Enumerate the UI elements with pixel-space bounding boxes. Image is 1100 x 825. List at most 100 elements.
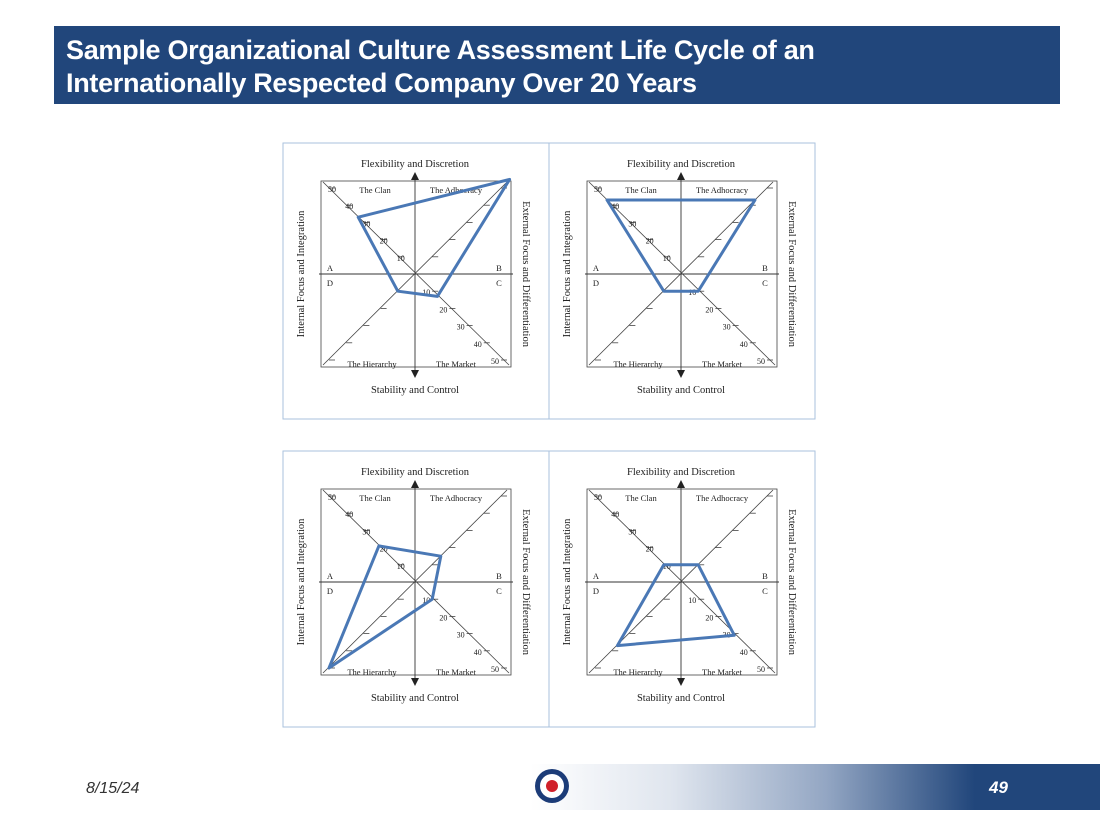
quadrant-label-clan: The Clan xyxy=(359,493,391,503)
arrow-down-icon xyxy=(677,678,685,686)
scale-label-market: 10 xyxy=(422,596,430,605)
diagonal-main xyxy=(322,489,510,674)
quadrant-label-hierarchy: The Hierarchy xyxy=(613,359,663,369)
scale-label-clan: 20 xyxy=(646,545,654,554)
quadrant-label-adhocracy: The Adhocracy xyxy=(696,493,749,503)
letter-d: D xyxy=(593,586,599,596)
scale-label-market: 50 xyxy=(757,665,765,674)
arrow-down-icon xyxy=(411,678,419,686)
scale-label-market: 20 xyxy=(705,613,713,622)
scale-label-clan: 30 xyxy=(362,219,370,228)
quadrant-label-market: The Market xyxy=(702,359,743,369)
diagonal-main xyxy=(588,489,776,674)
diagonal-anti xyxy=(588,181,774,366)
quadrant-label-clan: The Clan xyxy=(625,185,657,195)
scale-label-market: 10 xyxy=(688,288,696,297)
slide-title-line-2: Internationally Respected Company Over 2… xyxy=(66,68,697,98)
letter-a: A xyxy=(327,263,334,273)
footer-date: 8/15/24 xyxy=(86,780,140,797)
diagram-panel-1: 10 20 30 40 50 10 20 30 40 50 Flexibility and Disc… xyxy=(282,142,550,420)
quadrant-label-clan: The Clan xyxy=(625,493,657,503)
scale-label-market: 20 xyxy=(439,305,447,314)
scale-label-clan: 20 xyxy=(380,545,388,554)
slide-title-line-1: Sample Organizational Culture Assessment… xyxy=(66,35,815,65)
footer-bar xyxy=(530,764,1100,810)
diagonal-anti xyxy=(322,489,508,674)
scale-label-clan: 40 xyxy=(611,510,619,519)
quadrant-label-adhocracy: The Adhocracy xyxy=(696,185,749,195)
axis-label-bottom: Stability and Control xyxy=(637,693,725,704)
quadrant-label-hierarchy: The Hierarchy xyxy=(613,667,663,677)
letter-d: D xyxy=(327,586,333,596)
scale-label-clan: 40 xyxy=(345,202,353,211)
diagram-panel-3: 10 20 30 40 50 10 20 30 40 50 Flexibility and Disc… xyxy=(282,450,550,728)
letter-d: D xyxy=(593,278,599,288)
letter-b: B xyxy=(496,263,502,273)
quadrant-label-market: The Market xyxy=(702,667,743,677)
culture-profile-line xyxy=(356,177,512,298)
diagonal-main xyxy=(322,181,510,366)
scale-label-clan: 10 xyxy=(397,562,405,571)
scale-label-market: 30 xyxy=(457,631,465,640)
scale-label-market: 10 xyxy=(688,596,696,605)
panel-border xyxy=(548,450,816,728)
axis-label-right: External Focus and Differentiation xyxy=(786,201,797,348)
scale-label-clan: 50 xyxy=(328,185,336,194)
scale-label-clan: 40 xyxy=(611,202,619,211)
axis-label-right: External Focus and Differentiation xyxy=(520,201,531,348)
scale-label-market: 50 xyxy=(491,665,499,674)
letter-c: C xyxy=(496,586,502,596)
scale-label-clan: 20 xyxy=(380,237,388,246)
scale-label-market: 20 xyxy=(705,305,713,314)
arrow-up-icon xyxy=(411,172,419,180)
axis-label-top: Flexibility and Discretion xyxy=(627,467,736,478)
culture-profile-line xyxy=(615,563,736,648)
scale-label-market: 20 xyxy=(439,613,447,622)
arrow-up-icon xyxy=(677,172,685,180)
panel-border xyxy=(548,142,816,420)
culture-profile-line xyxy=(327,544,443,670)
scale-label-clan: 30 xyxy=(628,219,636,228)
scale-label-market: 50 xyxy=(757,357,765,366)
diagonal-anti xyxy=(322,181,508,366)
axis-label-right: External Focus and Differentiation xyxy=(786,509,797,656)
letter-d: D xyxy=(327,278,333,288)
panel-border xyxy=(282,450,550,728)
axis-label-left: Internal Focus and Integration xyxy=(296,518,307,646)
roundel-icon xyxy=(535,769,569,803)
letter-c: C xyxy=(496,278,502,288)
scale-label-clan: 50 xyxy=(594,185,602,194)
scale-label-market: 10 xyxy=(422,288,430,297)
letter-b: B xyxy=(496,571,502,581)
scale-label-market: 30 xyxy=(457,323,465,332)
scale-label-clan: 20 xyxy=(646,237,654,246)
scale-label-clan: 30 xyxy=(628,527,636,536)
axis-label-left: Internal Focus and Integration xyxy=(562,210,573,338)
scale-label-market: 40 xyxy=(740,648,748,657)
quadrant-label-hierarchy: The Hierarchy xyxy=(347,667,397,677)
scale-label-market: 40 xyxy=(474,340,482,349)
axis-label-bottom: Stability and Control xyxy=(371,693,459,704)
scale-label-market: 40 xyxy=(474,648,482,657)
axis-label-top: Flexibility and Discretion xyxy=(361,159,470,170)
letter-a: A xyxy=(593,571,600,581)
scale-label-clan: 10 xyxy=(663,254,671,263)
scale-label-clan: 50 xyxy=(594,493,602,502)
scale-label-market: 30 xyxy=(723,323,731,332)
quadrant-label-hierarchy: The Hierarchy xyxy=(347,359,397,369)
title-bar: Sample Organizational Culture Assessment… xyxy=(54,26,1060,104)
letter-b: B xyxy=(762,571,768,581)
arrow-down-icon xyxy=(677,370,685,378)
scale-label-market: 40 xyxy=(740,340,748,349)
quadrant-label-adhocracy: The Adhocracy xyxy=(430,185,483,195)
scale-label-clan: 10 xyxy=(397,254,405,263)
letter-c: C xyxy=(762,586,768,596)
axis-label-left: Internal Focus and Integration xyxy=(562,518,573,646)
quadrant-label-market: The Market xyxy=(436,359,477,369)
diagram-panel-2: 10 20 30 40 50 10 20 30 40 50 Flexibility and Disc… xyxy=(548,142,816,420)
arrow-up-icon xyxy=(677,480,685,488)
arrow-down-icon xyxy=(411,370,419,378)
panel-border xyxy=(282,142,550,420)
scale-label-clan: 40 xyxy=(345,510,353,519)
